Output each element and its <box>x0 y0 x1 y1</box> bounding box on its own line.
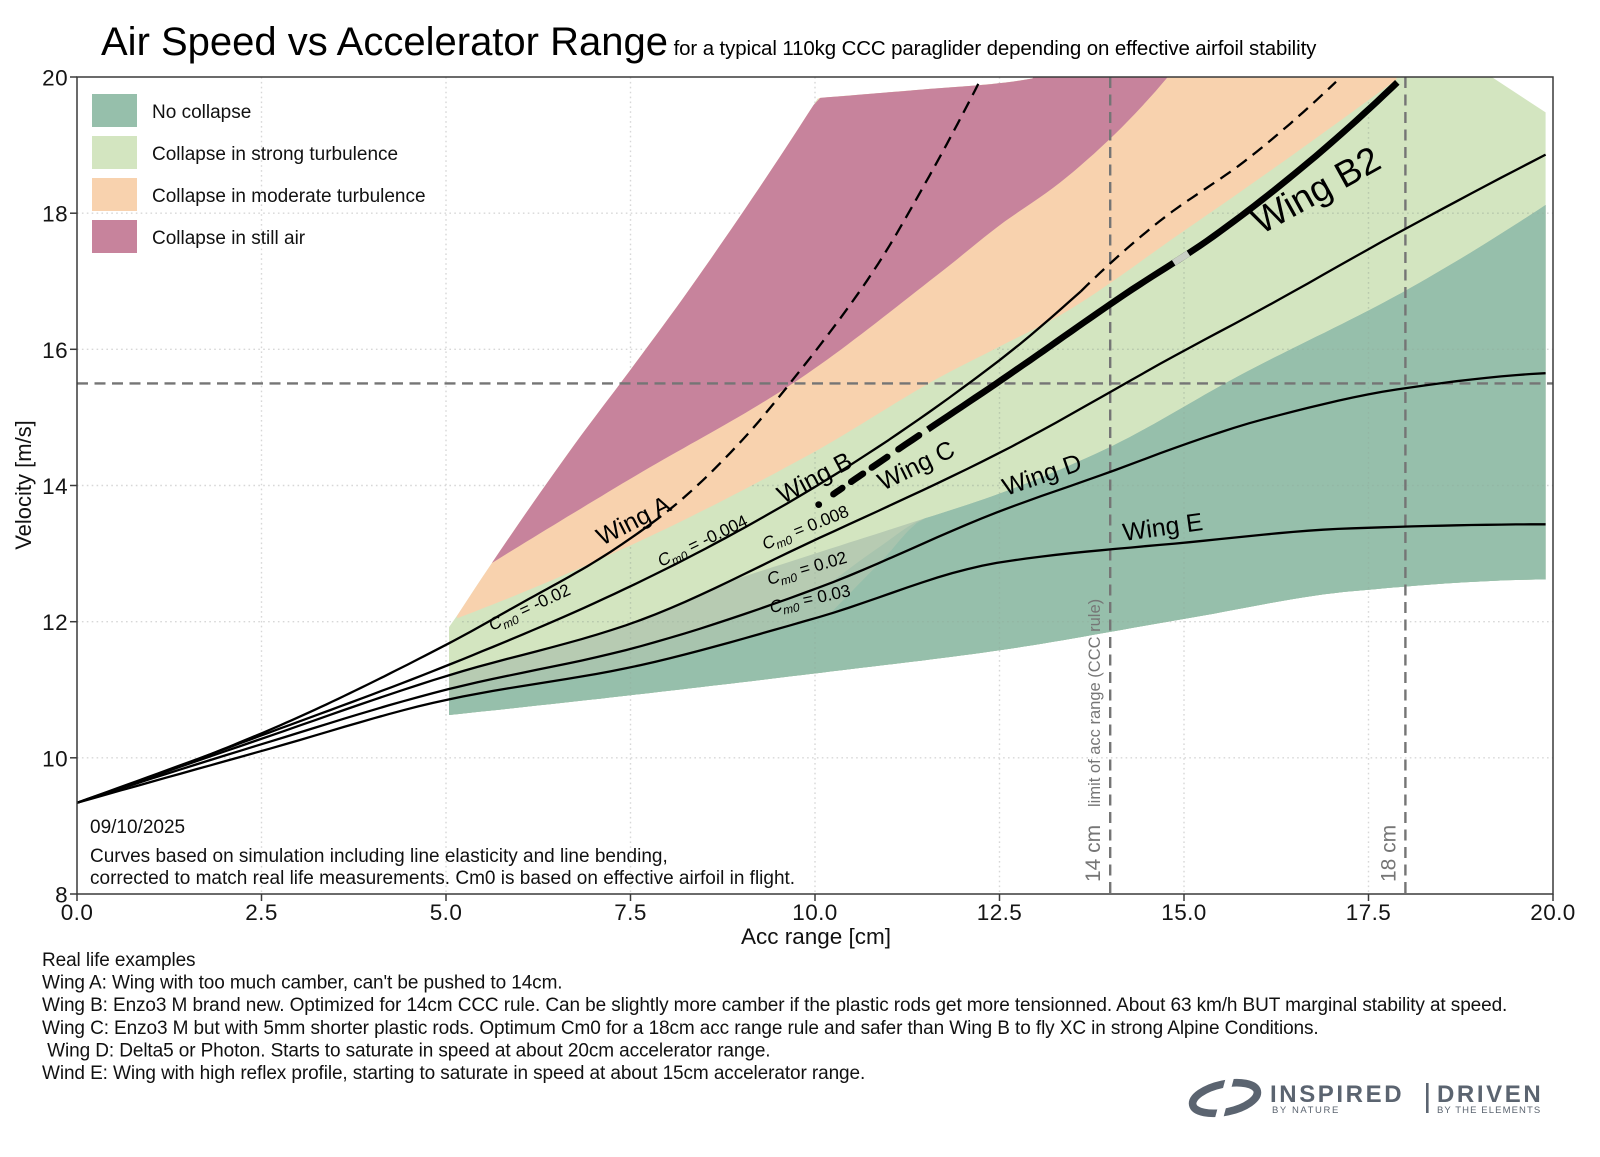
svg-text:Wing D: Delta5 or Photon. Star: Wing D: Delta5 or Photon. Starts to satu… <box>42 1040 770 1061</box>
svg-text:14 cm: 14 cm <box>1082 825 1105 882</box>
svg-text:09/10/2025: 09/10/2025 <box>90 817 185 838</box>
svg-text:Curves based on simulation inc: Curves based on simulation including lin… <box>90 846 668 867</box>
svg-text:Velocity [m/s]: Velocity [m/s] <box>11 420 36 550</box>
svg-text:14: 14 <box>42 474 68 499</box>
svg-text:20: 20 <box>42 66 68 91</box>
svg-text:Wing B: Enzo3 M brand new. Opt: Wing B: Enzo3 M brand new. Optimized for… <box>42 995 1507 1016</box>
svg-text:8: 8 <box>55 883 68 908</box>
svg-text:limit of acc range (CCC rule): limit of acc range (CCC rule) <box>1086 599 1104 807</box>
svg-text:Wind E: Wing with high reflex: Wind E: Wing with high reflex profile, s… <box>42 1063 865 1084</box>
svg-text:Wing A: Wing with too much cam: Wing A: Wing with too much camber, can't… <box>42 973 563 994</box>
svg-text:16: 16 <box>42 338 68 363</box>
svg-text:No collapse: No collapse <box>152 102 251 123</box>
svg-text:18 cm: 18 cm <box>1377 825 1400 882</box>
svg-text:BY NATURE: BY NATURE <box>1272 1105 1340 1116</box>
svg-text:15.0: 15.0 <box>1161 900 1206 925</box>
svg-text:Wing C: Enzo3 M but with 5mm s: Wing C: Enzo3 M but with 5mm shorter pla… <box>42 1018 1319 1039</box>
svg-text:12: 12 <box>42 610 68 635</box>
svg-text:BY THE ELEMENTS: BY THE ELEMENTS <box>1437 1105 1541 1116</box>
svg-text:DRIVEN: DRIVEN <box>1437 1081 1543 1108</box>
svg-text:7.5: 7.5 <box>614 900 646 925</box>
svg-text:Acc range [cm]: Acc range [cm] <box>741 924 891 949</box>
svg-text:Real life examples: Real life examples <box>42 950 195 971</box>
svg-text:2.5: 2.5 <box>245 900 277 925</box>
svg-text:12.5: 12.5 <box>977 900 1022 925</box>
svg-text:0.0: 0.0 <box>61 900 93 925</box>
svg-text:INSPIRED: INSPIRED <box>1270 1081 1404 1108</box>
svg-text:Collapse in strong turbulence: Collapse in strong turbulence <box>152 144 398 165</box>
svg-text:Collapse in still air: Collapse in still air <box>152 228 306 249</box>
svg-text:5.0: 5.0 <box>430 900 462 925</box>
svg-text:corrected to match real life m: corrected to match real life measurement… <box>90 868 795 889</box>
svg-text:20.0: 20.0 <box>1530 900 1575 925</box>
svg-text:18: 18 <box>42 202 68 227</box>
svg-text:Collapse in moderate turbulenc: Collapse in moderate turbulence <box>152 186 426 207</box>
svg-text:17.5: 17.5 <box>1346 900 1391 925</box>
svg-text:10: 10 <box>42 746 68 771</box>
svg-text:10.0: 10.0 <box>792 900 837 925</box>
